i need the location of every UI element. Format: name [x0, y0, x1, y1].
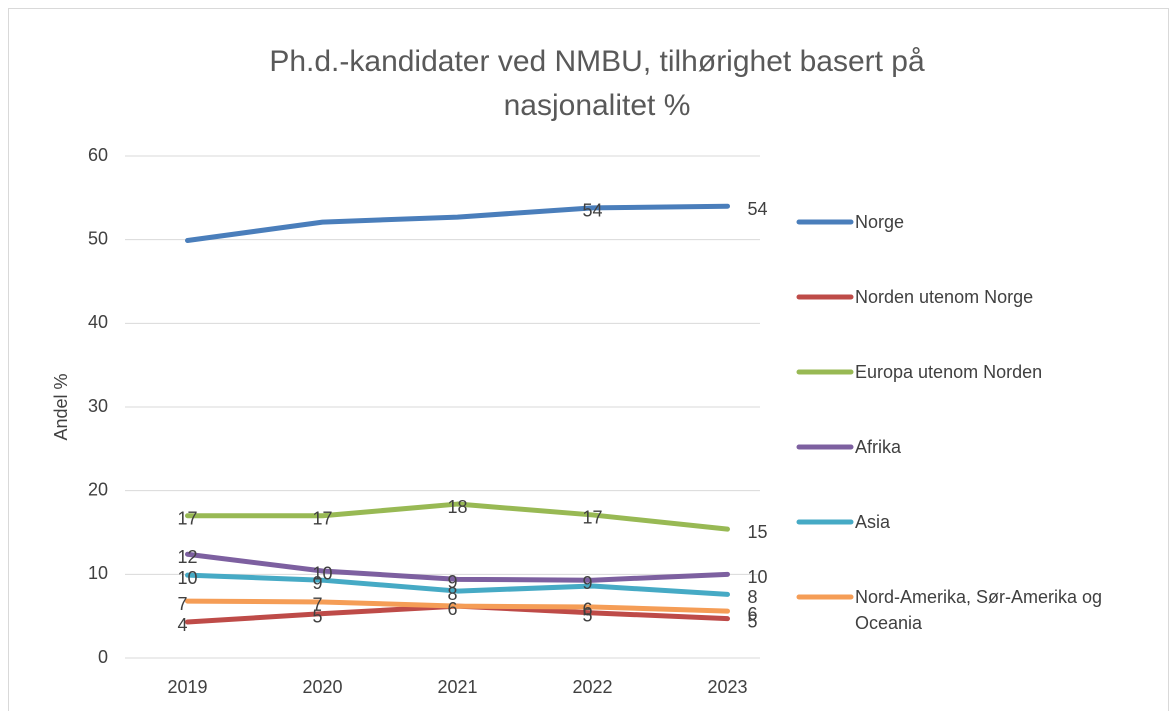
y-tick-label: 50 [88, 228, 108, 248]
legend-entry: Nord-Amerika, Sør-Amerika og Oceania [855, 587, 1103, 633]
data-label: 9 [583, 573, 593, 593]
data-label: 6 [583, 600, 593, 620]
y-tick-label: 0 [98, 647, 108, 667]
data-label: 15 [748, 522, 768, 542]
data-label: 10 [313, 564, 333, 584]
legend-entry: Norge [855, 212, 905, 232]
series-line [185, 572, 730, 597]
data-label: 7 [178, 594, 188, 614]
x-tick-label: 2022 [572, 677, 612, 697]
x-tick-label: 2021 [437, 677, 477, 697]
data-label: 17 [313, 509, 333, 529]
y-tick-label: 20 [88, 479, 108, 499]
data-label: 18 [448, 497, 468, 517]
chart-title: Ph.d.-kandidater ved NMBU, tilhørighet b… [269, 45, 925, 122]
data-label: 54 [748, 199, 768, 219]
data-label: 17 [583, 508, 603, 528]
data-label: 54 [583, 201, 603, 221]
data-label: 5 [748, 611, 758, 631]
data-label: 6 [448, 599, 458, 619]
chart-border [8, 8, 1169, 711]
data-label: 17 [178, 509, 198, 529]
data-label: 8 [748, 587, 758, 607]
data-label: 4 [178, 615, 188, 635]
y-tick-label: 40 [88, 312, 108, 332]
legend-entry: Europa utenom Norden [855, 362, 1043, 382]
legend-entry: Afrika [855, 437, 902, 457]
legend-entry: Norden utenom Norge [855, 287, 1034, 307]
series-line [185, 551, 730, 583]
data-label: 9 [313, 573, 323, 593]
x-tick-label: 2020 [302, 677, 342, 697]
data-label: 10 [748, 567, 768, 587]
series-line [185, 598, 730, 614]
data-label: 9 [448, 572, 458, 592]
legend-entry: Asia [855, 512, 891, 532]
data-label: 12 [178, 547, 198, 567]
y-tick-label: 10 [88, 563, 108, 583]
data-label: 7 [313, 595, 323, 615]
y-axis-label: Andel % [51, 373, 71, 440]
series-line [185, 203, 730, 244]
data-label: 10 [178, 568, 198, 588]
x-tick-label: 2023 [707, 677, 747, 697]
data-label: 5 [313, 606, 323, 626]
data-label: 8 [448, 584, 458, 604]
data-label: 6 [748, 604, 758, 624]
x-tick-label: 2019 [167, 677, 207, 697]
series-line [185, 501, 730, 532]
y-tick-label: 60 [88, 145, 108, 165]
y-tick-label: 30 [88, 396, 108, 416]
data-label: 5 [583, 606, 593, 626]
